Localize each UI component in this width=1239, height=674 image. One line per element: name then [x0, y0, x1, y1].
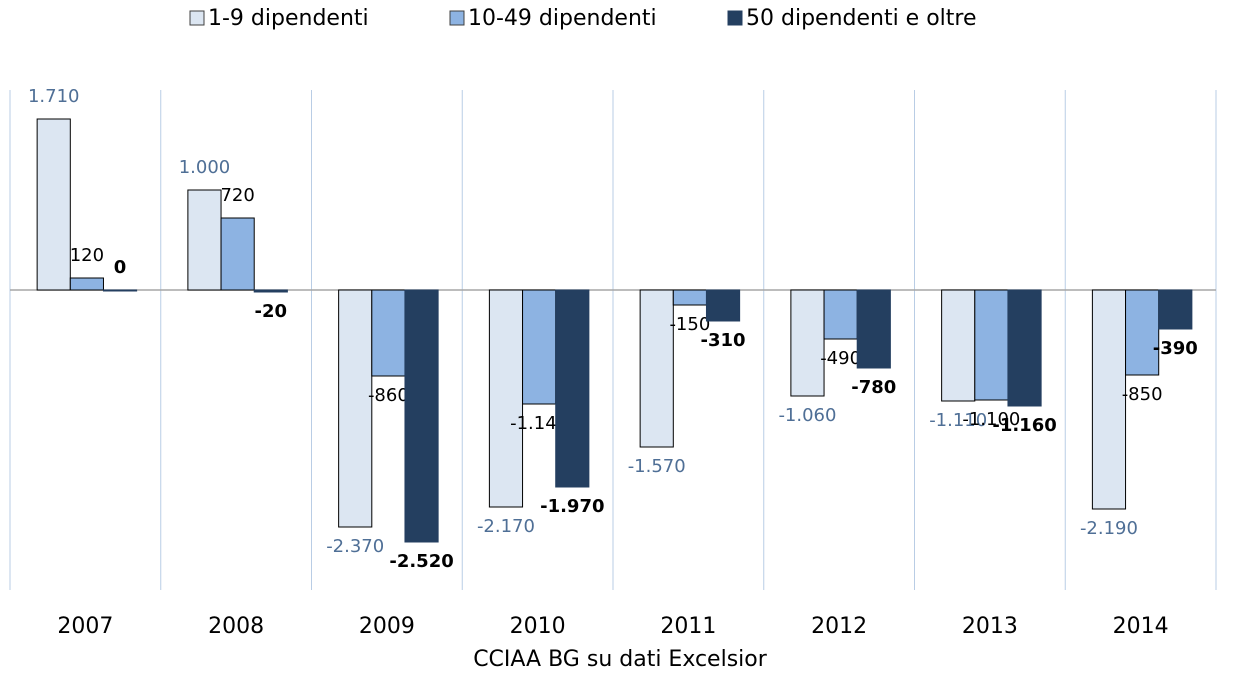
data-label: -2.170 — [477, 516, 535, 537]
legend-swatch — [727, 10, 743, 26]
bar — [102, 289, 138, 292]
data-label: -2.370 — [326, 536, 384, 557]
bar — [790, 289, 825, 397]
bar — [522, 289, 557, 405]
bar — [823, 289, 858, 340]
bar — [220, 217, 255, 291]
bar — [639, 289, 674, 448]
data-label: -780 — [851, 377, 896, 398]
bar — [974, 289, 1009, 401]
data-label: -1.060 — [778, 405, 836, 426]
bar — [404, 289, 439, 543]
legend-swatch — [189, 10, 205, 26]
data-label: -850 — [1122, 384, 1163, 405]
bar — [705, 289, 741, 322]
x-tick-label: 2010 — [510, 614, 566, 639]
x-tick-label: 2012 — [811, 614, 867, 639]
data-label: -1.160 — [992, 415, 1056, 436]
data-label: -1.970 — [540, 496, 604, 517]
data-label: -1.100 — [962, 409, 1020, 430]
x-tick-label: 2007 — [57, 614, 113, 639]
bar — [1091, 289, 1127, 510]
bar — [69, 277, 104, 291]
data-label: -20 — [255, 301, 288, 322]
bar — [1007, 289, 1042, 407]
x-tick-label: 2014 — [1113, 614, 1169, 639]
x-tick-label: 2009 — [359, 614, 415, 639]
data-label: -2.190 — [1080, 518, 1138, 539]
data-label: -390 — [1153, 338, 1198, 359]
data-label: 1.000 — [179, 157, 231, 178]
source: CCIAA BG su dati Excelsior — [473, 647, 768, 672]
x-tick-label: 2011 — [660, 614, 716, 639]
bar — [1125, 289, 1160, 376]
legend-swatch — [449, 10, 465, 26]
data-label: 120 — [70, 245, 104, 266]
bar — [1158, 289, 1193, 330]
data-label: -150 — [669, 314, 710, 335]
data-label: -310 — [701, 330, 746, 351]
x-tick-label: 2008 — [208, 614, 264, 639]
data-label: 1.710 — [28, 86, 80, 107]
legend-label: 1-9 dipendenti — [208, 6, 369, 31]
bar — [672, 289, 707, 306]
data-label: -1.140 — [510, 413, 568, 434]
data-label: -860 — [368, 385, 409, 406]
data-label: -1.110 — [929, 410, 987, 431]
data-label: -490 — [820, 348, 861, 369]
data-label: 0 — [114, 257, 127, 278]
bar — [338, 289, 373, 528]
x-tick-label: 2013 — [962, 614, 1018, 639]
bar — [253, 289, 288, 293]
bar — [555, 289, 590, 488]
data-label: -1.570 — [628, 456, 686, 477]
legend-label: 10-49 dipendenti — [468, 6, 657, 31]
data-label: -2.520 — [389, 551, 453, 572]
bar — [36, 118, 71, 291]
bar — [187, 189, 222, 291]
bar — [488, 289, 524, 508]
bar — [941, 289, 976, 402]
data-label: 720 — [220, 185, 254, 206]
bar — [371, 289, 406, 377]
legend-label: 50 dipendenti e oltre — [746, 6, 977, 31]
bar — [856, 289, 891, 369]
